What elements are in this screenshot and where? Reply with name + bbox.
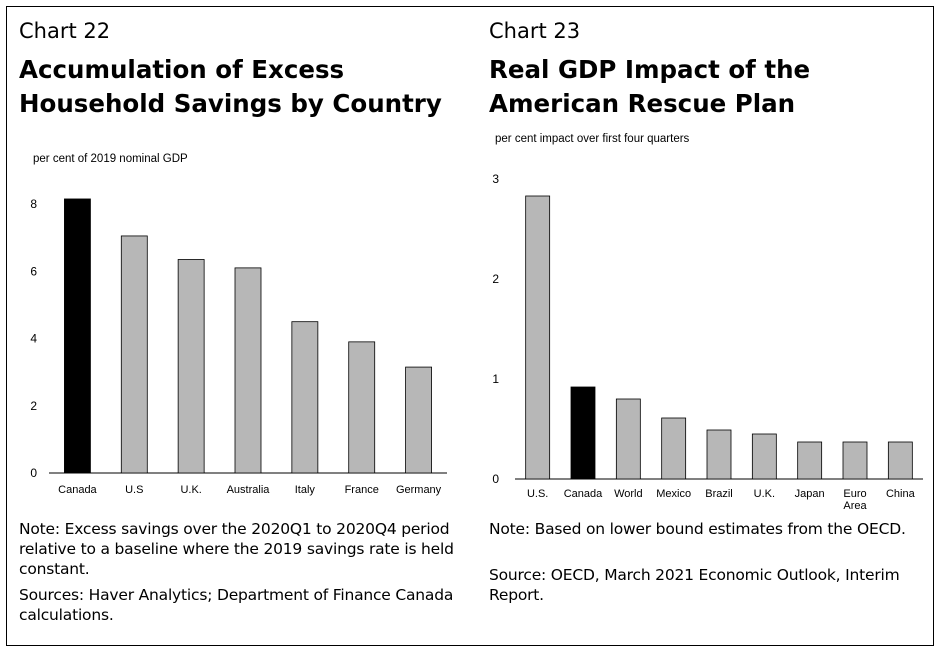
- chart-title: Real GDP Impact of the American Rescue P…: [489, 53, 810, 121]
- x-tick-label: U.K.: [754, 488, 775, 500]
- y-tick-label: 0: [30, 466, 37, 480]
- x-tick-label: Canada: [564, 488, 603, 500]
- chart-title: Accumulation of Excess Household Savings…: [19, 53, 442, 121]
- chart-number: Chart 22: [19, 19, 111, 43]
- chart-title-line-2: Household Savings by Country: [19, 89, 442, 118]
- x-tick-label: Area: [843, 500, 867, 512]
- x-tick-label: U.K.: [180, 484, 201, 496]
- chart-23-panel: Chart 23 Real GDP Impact of the American…: [477, 7, 935, 645]
- x-tick-label: China: [886, 488, 916, 500]
- chart-note: Note: Excess savings over the 2020Q1 to …: [19, 520, 454, 578]
- chart-sources: Sources: Haver Analytics; Department of …: [19, 586, 454, 624]
- x-tick-label: Japan: [795, 488, 825, 500]
- bar-u-k-: [751, 433, 777, 480]
- y-axis-units: per cent impact over first four quarters: [495, 133, 690, 145]
- bar-u-k-: [177, 259, 205, 474]
- x-tick-label: Australia: [227, 484, 271, 496]
- y-axis-units: per cent of 2019 nominal GDP: [33, 153, 188, 165]
- bar-canada: [64, 198, 91, 474]
- y-tick-label: 2: [492, 272, 499, 286]
- bar-china: [887, 441, 913, 480]
- y-tick-label: 1: [492, 372, 499, 386]
- bar-australia: [234, 267, 262, 474]
- x-tick-label: Brazil: [705, 488, 733, 500]
- bar-u-s-: [525, 195, 551, 480]
- y-tick-label: 4: [30, 332, 37, 346]
- x-tick-label: France: [345, 484, 379, 496]
- bar-u-s: [120, 235, 148, 474]
- chart-22-panel: Chart 22 Accumulation of Excess Househol…: [7, 7, 477, 645]
- x-tick-label: World: [614, 488, 643, 500]
- y-tick-label: 6: [30, 264, 37, 278]
- savings-bar-chart: 0 2 4 6 8 Canada U.S U.K. Australia Italy France Ge…: [30, 197, 447, 496]
- chart-title-line-1: Accumulation of Excess: [19, 55, 345, 84]
- bar-japan: [797, 441, 823, 480]
- bar-brazil: [706, 429, 732, 480]
- y-tick-label: 3: [492, 172, 499, 186]
- y-tick-label: 0: [492, 472, 499, 486]
- chart-note: Note: Based on lower bound estimates fro…: [489, 520, 906, 538]
- x-tick-label: U.S.: [527, 488, 548, 500]
- bar-world: [615, 398, 641, 480]
- bar-germany: [405, 366, 432, 474]
- chart-sources: Source: OECD, March 2021 Economic Outloo…: [489, 566, 900, 604]
- x-tick-label: U.S: [125, 484, 143, 496]
- bar-mexico: [661, 417, 687, 480]
- x-tick-label: Italy: [295, 484, 316, 496]
- bar-canada: [570, 386, 596, 480]
- chart-number: Chart 23: [489, 19, 581, 43]
- y-tick-label: 2: [30, 399, 37, 413]
- y-tick-label: 8: [30, 197, 37, 211]
- x-tick-label: Mexico: [656, 488, 691, 500]
- bar-euro-area: [842, 441, 868, 480]
- x-tick-label: Canada: [58, 484, 97, 496]
- chart-title-line-2: American Rescue Plan: [489, 89, 796, 118]
- chart-title-line-1: Real GDP Impact of the: [489, 55, 811, 84]
- bar-italy: [291, 321, 319, 474]
- x-tick-label: Euro: [843, 488, 866, 500]
- bar-france: [348, 341, 376, 474]
- figure-frame: Chart 22 Accumulation of Excess Househol…: [6, 6, 934, 646]
- x-tick-label: Germany: [396, 484, 442, 496]
- gdp-impact-bar-chart: 0 1 2 3 U.S. Canada World Mexico Brazil U.K. Japan…: [492, 172, 923, 512]
